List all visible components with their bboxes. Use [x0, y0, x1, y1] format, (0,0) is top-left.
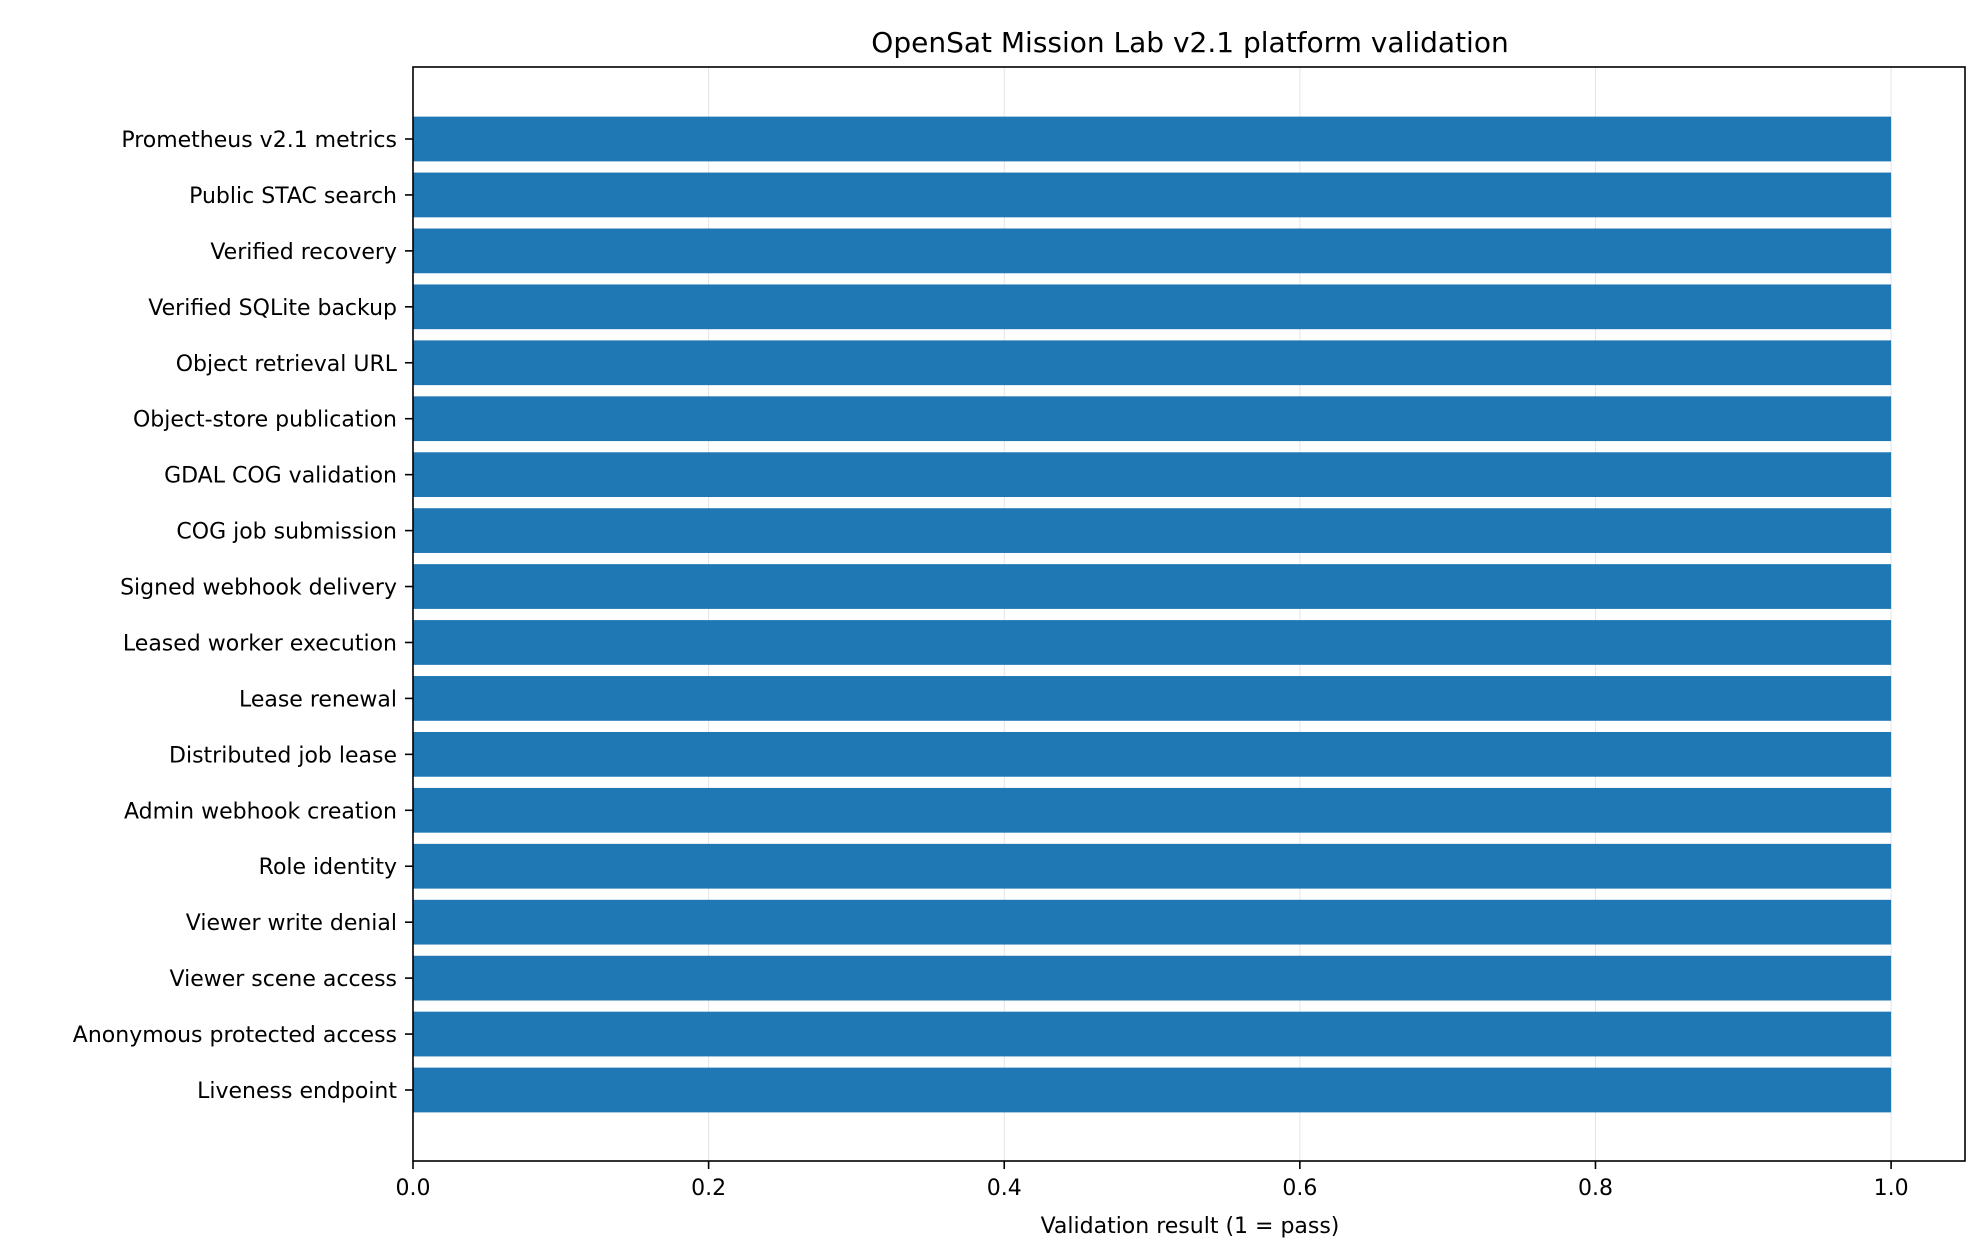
bar — [413, 508, 1892, 553]
y-tick-label: Liveness endpoint — [197, 1079, 397, 1104]
y-tick-label: Leased worker execution — [123, 631, 397, 656]
bar — [413, 396, 1892, 442]
y-tick-label: GDAL COG validation — [164, 464, 397, 489]
y-tick-label: Role identity — [259, 855, 397, 880]
chart-title: OpenSat Mission Lab v2.1 platform valida… — [871, 26, 1508, 59]
x-tick-label: 0.8 — [1578, 1176, 1613, 1201]
x-tick-label: 0.4 — [987, 1176, 1022, 1201]
y-tick-label: Verified recovery — [210, 240, 397, 265]
bar — [413, 731, 1892, 777]
x-axis-ticks: 0.0 0.2 0.4 0.6 0.8 1.0 — [396, 1161, 1909, 1201]
x-tick-label: 0.6 — [1282, 1176, 1317, 1201]
bar — [413, 620, 1892, 665]
y-tick-label: Signed webhook delivery — [120, 576, 397, 601]
y-tick-label: Public STAC search — [189, 184, 397, 209]
y-tick-label: Verified SQLite backup — [148, 296, 397, 321]
bar — [413, 564, 1892, 609]
y-axis-ticks: Prometheus v2.1 metrics Public STAC searc… — [73, 128, 413, 1104]
bar — [413, 172, 1892, 218]
bar — [413, 676, 1892, 721]
y-tick-label: Object-store publication — [133, 408, 397, 433]
y-tick-label: Lease renewal — [239, 687, 397, 712]
bar — [413, 340, 1892, 386]
bar — [413, 284, 1892, 330]
bars — [413, 116, 1892, 1113]
y-tick-label: Object retrieval URL — [176, 352, 398, 377]
plot-frame — [412, 66, 1966, 1162]
bar — [413, 1011, 1892, 1057]
y-tick-label: Admin webhook creation — [124, 799, 397, 824]
bar — [413, 843, 1892, 889]
x-tick-label: 0.2 — [691, 1176, 726, 1201]
y-tick-label: Distributed job lease — [169, 743, 397, 768]
bar — [413, 228, 1892, 274]
bar — [413, 452, 1892, 498]
bar — [413, 899, 1892, 945]
y-tick-label: Anonymous protected access — [73, 1023, 397, 1048]
x-tick-label: 0.0 — [396, 1176, 431, 1201]
bar — [413, 1067, 1892, 1113]
bar — [413, 116, 1892, 162]
y-tick-label: Prometheus v2.1 metrics — [121, 128, 397, 153]
y-tick-label: Viewer scene access — [170, 967, 397, 992]
x-tick-label: 1.0 — [1874, 1176, 1909, 1201]
bar — [413, 955, 1892, 1001]
y-tick-label: Viewer write denial — [186, 911, 397, 936]
bar — [413, 787, 1892, 833]
y-tick-label: COG job submission — [176, 520, 397, 545]
x-axis-label: Validation result (1 = pass) — [1041, 1214, 1340, 1239]
